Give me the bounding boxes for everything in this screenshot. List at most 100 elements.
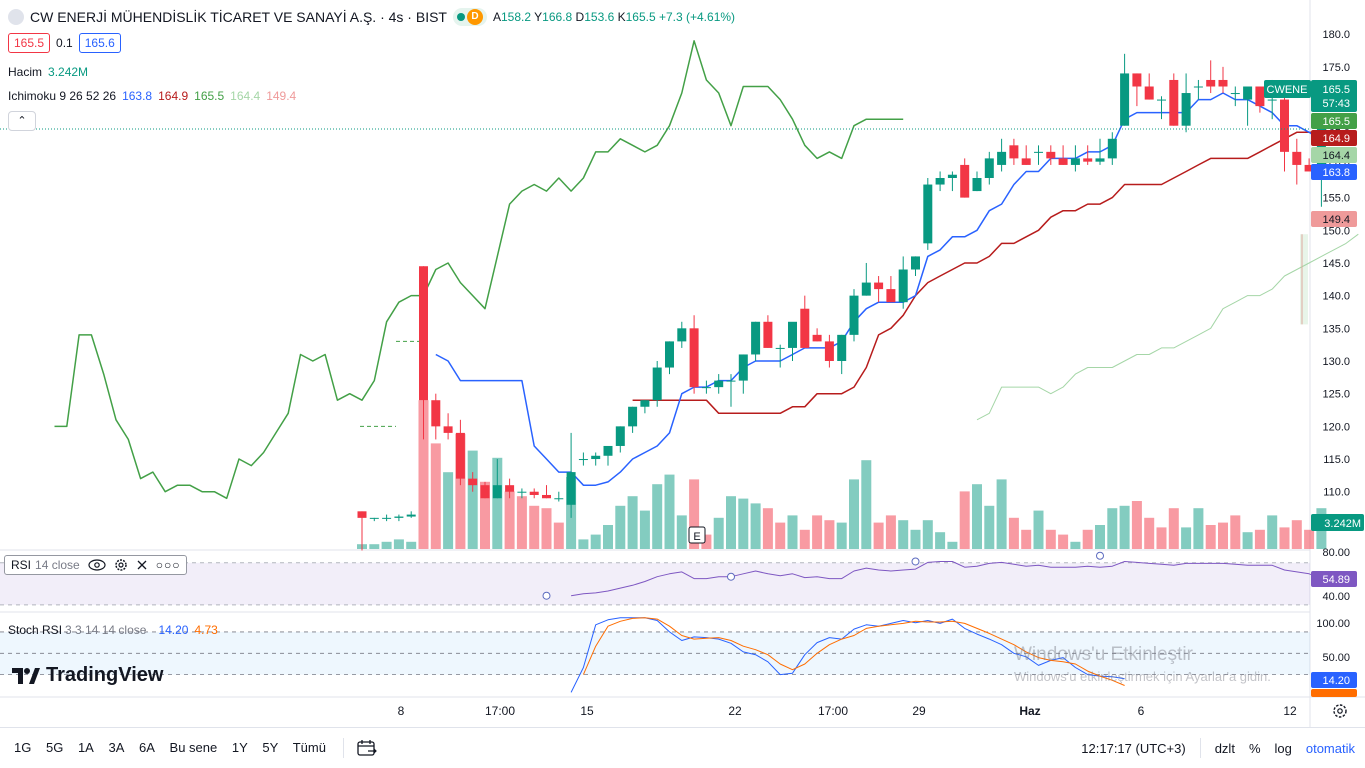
ichimoku-base-line [632, 131, 1322, 415]
toolbar-divider [342, 737, 344, 758]
volume-bar [369, 544, 380, 549]
clock-time[interactable]: 12:17:17 (UTC+3) [1081, 740, 1186, 756]
range-1m[interactable]: 1A [77, 740, 94, 755]
rsi-axis-label-bg [1311, 571, 1357, 587]
volume-bar [1033, 510, 1044, 549]
range-5d[interactable]: 5G [45, 740, 64, 755]
time-axis-label: 6 [1138, 704, 1145, 718]
auto-scale-toggle[interactable]: otomatik [1305, 740, 1355, 756]
symbol-logo-icon [8, 9, 24, 25]
eye-icon[interactable] [88, 559, 106, 571]
gear-icon[interactable] [114, 558, 128, 572]
volume-bar [664, 474, 675, 549]
last-price-label: 165.5 [1322, 84, 1350, 96]
volume-bar [541, 508, 552, 549]
stoch-legend[interactable]: Stoch RSI 3 3 14 14 close 14.20 4.73 [8, 623, 218, 637]
range-5y[interactable]: 5Y [262, 740, 279, 755]
sell-button[interactable]: 165.5 [8, 33, 51, 53]
volume-bar [467, 450, 478, 549]
rsi-legend[interactable]: RSI 14 close ○○○ [4, 555, 188, 575]
price-tick: 180.0 [1322, 29, 1350, 41]
range-1y[interactable]: 1Y [231, 740, 248, 755]
candle-body [1218, 79, 1228, 87]
bottom-toolbar: 1G 5G 1A 3A 6A Bu sene 1Y 5Y Tümü 12:17:… [0, 727, 1365, 767]
candle-body [1169, 79, 1179, 126]
price-tick: 135.0 [1322, 323, 1350, 335]
volume-bar [726, 496, 736, 549]
stoch-params: 3 3 14 14 close [65, 623, 147, 637]
volume-bar [443, 472, 454, 549]
ichimoku-span-a-line [976, 233, 1359, 421]
stoch-k-value: 14.20 [158, 623, 189, 637]
price-chart[interactable]: 180.0175.0170.0165.0160.0155.0150.0145.0… [0, 0, 1365, 727]
chevron-up-icon: ⌃ [17, 115, 27, 127]
candle-body [886, 289, 896, 303]
volume-legend[interactable]: Hacim 3.242M [8, 65, 88, 79]
candle-body [628, 406, 638, 427]
stoch-d-value: 4.73 [194, 623, 218, 637]
spread-value: 0.1 [56, 36, 73, 50]
volume-bar [738, 498, 749, 549]
candle-body [997, 151, 1007, 165]
volume-bar [1254, 529, 1265, 549]
rsi-divergence-marker [911, 557, 920, 566]
more-icon[interactable]: ○○○ [155, 558, 181, 572]
candle-body [689, 328, 699, 388]
rsi-tick: 80.00 [1322, 547, 1350, 559]
percent-toggle[interactable]: % [1248, 740, 1261, 756]
candle-body [357, 511, 367, 518]
range-1d[interactable]: 1G [14, 740, 32, 755]
range-ytd[interactable]: Bu sene [169, 740, 218, 755]
price-tick: 130.0 [1322, 356, 1350, 368]
market-open-icon [456, 13, 465, 21]
conversion-axis-label: 163.8 [1322, 167, 1350, 179]
range-3m[interactable]: 3A [108, 740, 125, 755]
tradingview-logo[interactable]: TradingView [12, 664, 163, 687]
candle-body [591, 455, 601, 460]
candle-body [751, 321, 761, 355]
span-a-axis-label-bg [1311, 147, 1357, 163]
buy-button[interactable]: 165.6 [78, 33, 121, 53]
chart-settings-icon[interactable] [1333, 704, 1347, 718]
volume-bar [898, 520, 909, 549]
base-axis-label-bg [1311, 130, 1357, 146]
calendar-icon[interactable] [356, 739, 378, 757]
candle-body [1144, 86, 1154, 100]
candle-body [505, 485, 515, 492]
time-axis-label: Haz [1019, 704, 1040, 718]
volume-bar [578, 539, 589, 549]
candle-body [861, 282, 871, 296]
collapse-legend-button[interactable]: ⌃ [8, 111, 36, 131]
range-selector: 1G 5G 1A 3A 6A Bu sene 1Y 5Y Tümü [14, 740, 337, 755]
volume-bar [1119, 505, 1130, 549]
volume-bar [701, 534, 712, 549]
price-tick: 145.0 [1322, 258, 1350, 270]
volume-bar [516, 496, 527, 549]
candle-body [369, 517, 379, 519]
volume-bar [1267, 515, 1278, 549]
log-toggle[interactable]: log [1274, 740, 1292, 756]
symbol-title[interactable]: CW ENERJİ MÜHENDİSLİK TİCARET VE SANAYİ … [30, 9, 447, 25]
volume-bar [1205, 525, 1216, 549]
time-axis-label: 15 [580, 704, 594, 718]
span-b-axis-label: 149.4 [1322, 214, 1350, 226]
candle-body [763, 321, 773, 348]
tradingview-logo-icon [12, 667, 40, 684]
market-status-badge[interactable]: D [452, 8, 487, 26]
candle-body [431, 400, 441, 427]
adjust-toggle[interactable]: dzlt [1214, 740, 1235, 756]
ichimoku-legend[interactable]: Ichimoku 9 26 52 26 163.8 164.9 165.5 16… [8, 89, 296, 103]
volume-bar [504, 491, 515, 549]
ichimoku-cloud [1300, 234, 1308, 325]
volume-bar [984, 505, 995, 549]
range-all[interactable]: Tümü [292, 740, 326, 755]
close-icon[interactable] [136, 559, 148, 571]
volume-axis-label: 3.242M [1324, 518, 1361, 530]
price-tick: 150.0 [1322, 225, 1350, 237]
volume-bar [418, 400, 429, 549]
candle-body [1132, 73, 1142, 87]
range-6m[interactable]: 6A [139, 740, 155, 755]
volume-bar [996, 479, 1007, 549]
price-tick: 125.0 [1322, 389, 1350, 401]
candle-body [406, 514, 416, 517]
